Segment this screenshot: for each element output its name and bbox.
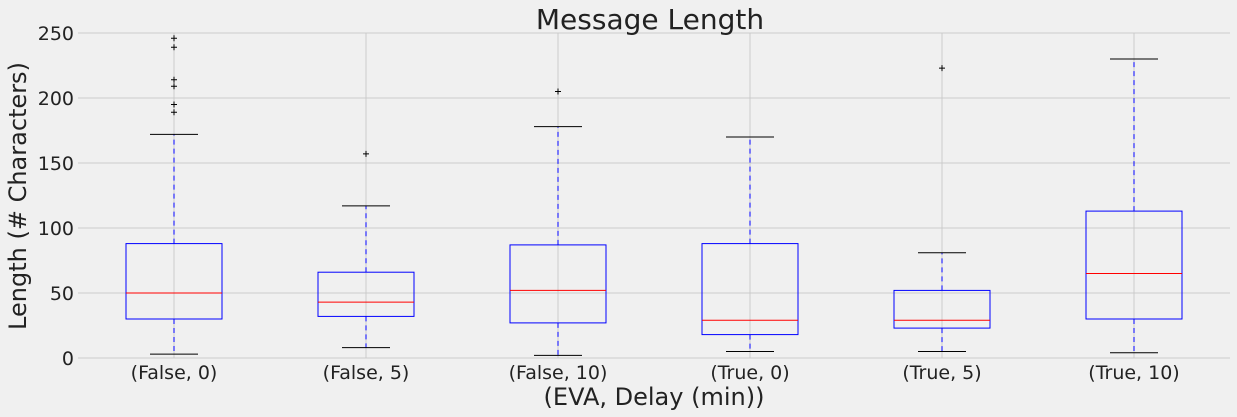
outlier-point (171, 35, 177, 42)
box-group (701, 136, 799, 352)
outlier-point (363, 150, 369, 157)
iqr-box (1085, 210, 1183, 320)
x-tick-label: (False, 5) (323, 362, 410, 384)
y-tick-label: 250 (38, 23, 74, 45)
box-group (893, 65, 991, 352)
grid-lines (78, 32, 1230, 359)
box-group (1085, 58, 1183, 354)
box-group (509, 88, 607, 356)
outlier-point (171, 44, 177, 51)
box-group (317, 150, 415, 349)
outlier-point (171, 76, 177, 83)
x-tick-labels: (False, 0) (False, 5) (False, 10) (True, 0)… (131, 362, 1180, 384)
y-tick-labels: 0 50 100 150 200 250 (38, 23, 74, 370)
box-group (125, 35, 223, 355)
iqr-box (701, 243, 799, 336)
outlier-point (939, 65, 945, 72)
x-tick-label: (False, 10) (509, 362, 608, 384)
x-axis-label: (EVA, Delay (min)) (544, 383, 765, 411)
outlier-point (171, 101, 177, 108)
x-tick-label: (False, 0) (131, 362, 218, 384)
y-tick-label: 100 (38, 218, 74, 240)
boxes (125, 35, 1183, 356)
y-tick-label: 0 (62, 348, 74, 370)
outlier-point (171, 109, 177, 116)
iqr-box (317, 271, 415, 317)
y-tick-label: 50 (50, 283, 74, 305)
outlier-point (555, 88, 561, 95)
iqr-box (125, 243, 223, 320)
y-tick-label: 200 (38, 88, 74, 110)
y-axis-label: Length (# Characters) (4, 62, 32, 330)
x-tick-label: (True, 5) (902, 362, 981, 384)
iqr-box (509, 244, 607, 324)
outlier-point (171, 83, 177, 90)
x-tick-label: (True, 10) (1088, 362, 1179, 384)
y-tick-label: 150 (38, 153, 74, 175)
chart-title: Message Length (536, 3, 764, 36)
iqr-box (893, 289, 991, 329)
x-tick-label: (True, 0) (710, 362, 789, 384)
